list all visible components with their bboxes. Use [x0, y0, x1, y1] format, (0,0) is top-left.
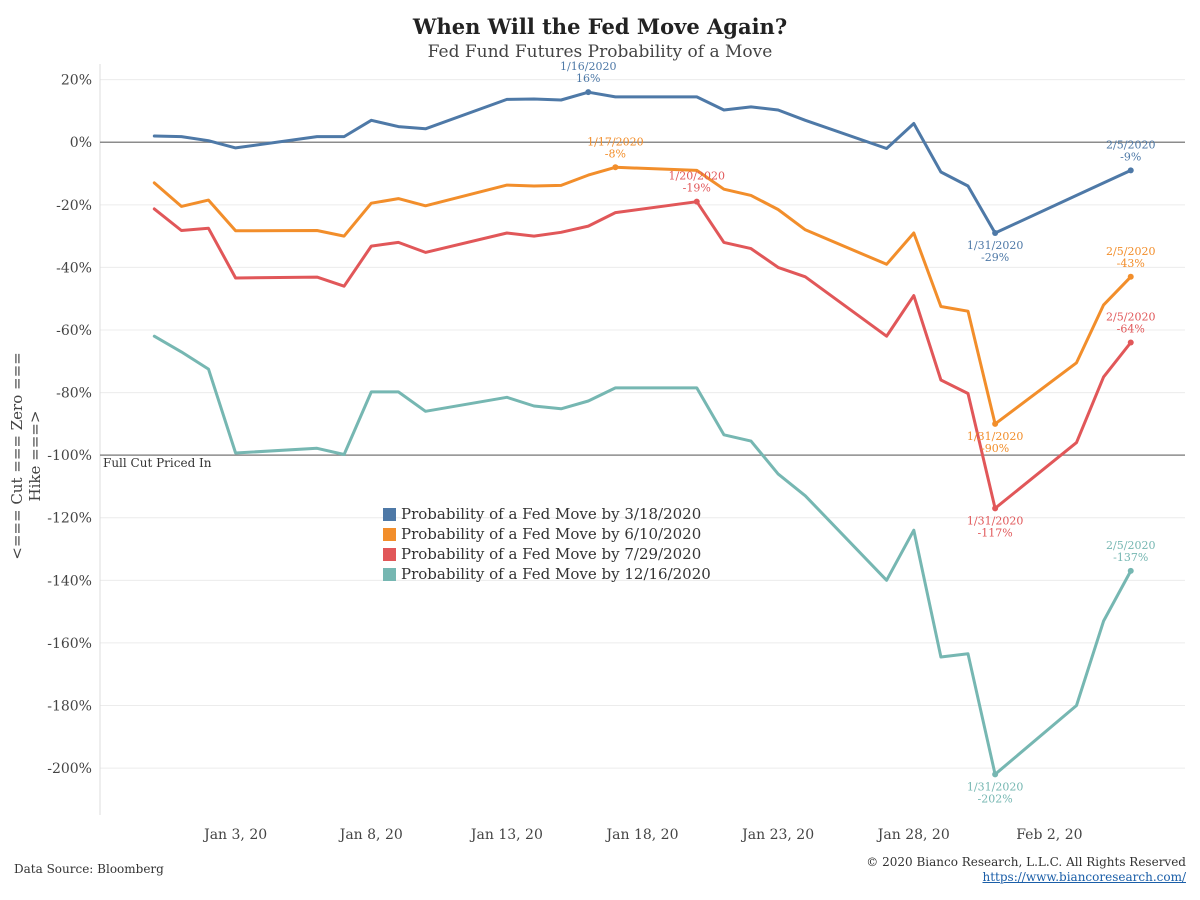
legend-swatch — [383, 567, 396, 581]
legend-label: Probability of a Fed Move by 7/29/2020 — [401, 545, 702, 563]
x-tick-label: Jan 3, 20 — [202, 827, 267, 843]
legend-swatch — [383, 507, 396, 521]
y-tick-label: -200% — [47, 761, 92, 777]
annotation-value: -202% — [978, 792, 1013, 805]
annotation-marker — [1127, 339, 1134, 346]
x-tick-label: Jan 13, 20 — [469, 827, 543, 843]
annotation-value: 16% — [576, 72, 600, 85]
legend-item: Probability of a Fed Move by 12/16/2020 — [383, 564, 711, 584]
y-tick-label: -60% — [56, 323, 92, 339]
point-annotations: 1/16/202016%1/31/2020-29%2/5/2020-9%1/17… — [560, 60, 1155, 805]
annotation-value: -64% — [1117, 322, 1145, 335]
y-tick-label: -120% — [47, 511, 92, 527]
annotation-date: 2/5/2020 — [1106, 245, 1155, 258]
data-source: Data Source: Bloomberg — [14, 862, 164, 876]
annotation-value: -117% — [978, 526, 1013, 539]
annotation-value: -8% — [605, 147, 626, 160]
annotation-value: -9% — [1120, 150, 1141, 163]
annotation-marker — [992, 771, 999, 778]
annotation-date: 1/31/2020 — [967, 430, 1023, 443]
legend-item: Probability of a Fed Move by 6/10/2020 — [383, 524, 711, 544]
legend-label: Probability of a Fed Move by 6/10/2020 — [401, 525, 702, 543]
annotation-value: -90% — [981, 442, 1009, 455]
copyright-block: © 2020 Bianco Research, L.L.C. All Right… — [866, 855, 1186, 885]
annotation-marker — [693, 198, 700, 205]
reference-line-label: Full Cut Priced In — [103, 456, 212, 470]
annotation-marker — [992, 420, 999, 427]
annotation-marker — [992, 505, 999, 512]
y-tick-label: -180% — [47, 698, 92, 714]
annotation-marker — [1127, 273, 1134, 280]
y-tick-label: -100% — [47, 448, 92, 464]
grid-lines — [100, 79, 1185, 769]
annotation-date: 1/16/2020 — [560, 60, 616, 73]
legend-label: Probability of a Fed Move by 12/16/2020 — [401, 565, 711, 583]
annotation-date: 1/17/2020 — [587, 135, 643, 148]
y-tick-label: -160% — [47, 636, 92, 652]
y-tick-label: -20% — [56, 198, 92, 214]
series-line-4 — [152, 334, 1133, 776]
y-tick-label: -40% — [56, 260, 92, 276]
annotation-marker — [992, 229, 999, 236]
annotation-date: 1/31/2020 — [967, 239, 1023, 252]
series-line-3 — [152, 200, 1133, 510]
x-tick-label: Jan 23, 20 — [740, 827, 814, 843]
y-tick-label: 0% — [70, 135, 92, 151]
annotation-value: -43% — [1117, 257, 1145, 270]
legend: Probability of a Fed Move by 3/18/2020 Pr… — [383, 504, 711, 584]
y-tick-label: 20% — [61, 73, 92, 89]
axes: 20% 0% -20% -40% -60% -80% -100% -120% -140% -160… — [47, 64, 1185, 843]
x-tick-label: Feb 2, 20 — [1016, 827, 1082, 843]
annotation-date: 2/5/2020 — [1106, 310, 1155, 323]
y-tick-label: -140% — [47, 573, 92, 589]
annotation-marker — [1127, 567, 1134, 574]
legend-item: Probability of a Fed Move by 3/18/2020 — [383, 504, 711, 524]
annotation-date: 1/31/2020 — [967, 780, 1023, 793]
legend-label: Probability of a Fed Move by 3/18/2020 — [401, 505, 702, 523]
y-tick-label: -80% — [56, 386, 92, 402]
annotation-date: 2/5/2020 — [1106, 539, 1155, 552]
annotation-date: 1/20/2020 — [669, 170, 725, 183]
copyright-text: © 2020 Bianco Research, L.L.C. All Right… — [866, 855, 1186, 869]
legend-item: Probability of a Fed Move by 7/29/2020 — [383, 544, 711, 564]
legend-swatch — [383, 547, 396, 561]
series-line-1 — [152, 90, 1133, 235]
annotation-value: -29% — [981, 251, 1009, 264]
annotation-marker — [585, 89, 592, 96]
x-tick-label: Jan 18, 20 — [605, 827, 679, 843]
annotation-value: -137% — [1113, 551, 1148, 564]
chart-title: When Will the Fed Move Again? — [412, 14, 788, 39]
series-line-2 — [152, 165, 1133, 426]
website-link[interactable]: https://www.biancoresearch.com/ — [982, 870, 1186, 884]
x-tick-label: Jan 8, 20 — [338, 827, 403, 843]
annotation-marker — [1127, 167, 1134, 174]
legend-swatch — [383, 527, 396, 541]
annotation-value: -19% — [683, 182, 711, 195]
annotation-date: 2/5/2020 — [1106, 138, 1155, 151]
x-tick-label: Jan 28, 20 — [876, 827, 950, 843]
annotation-marker — [612, 164, 619, 171]
annotation-date: 1/31/2020 — [967, 514, 1023, 527]
chart-subtitle: Fed Fund Futures Probability of a Move — [427, 42, 773, 62]
